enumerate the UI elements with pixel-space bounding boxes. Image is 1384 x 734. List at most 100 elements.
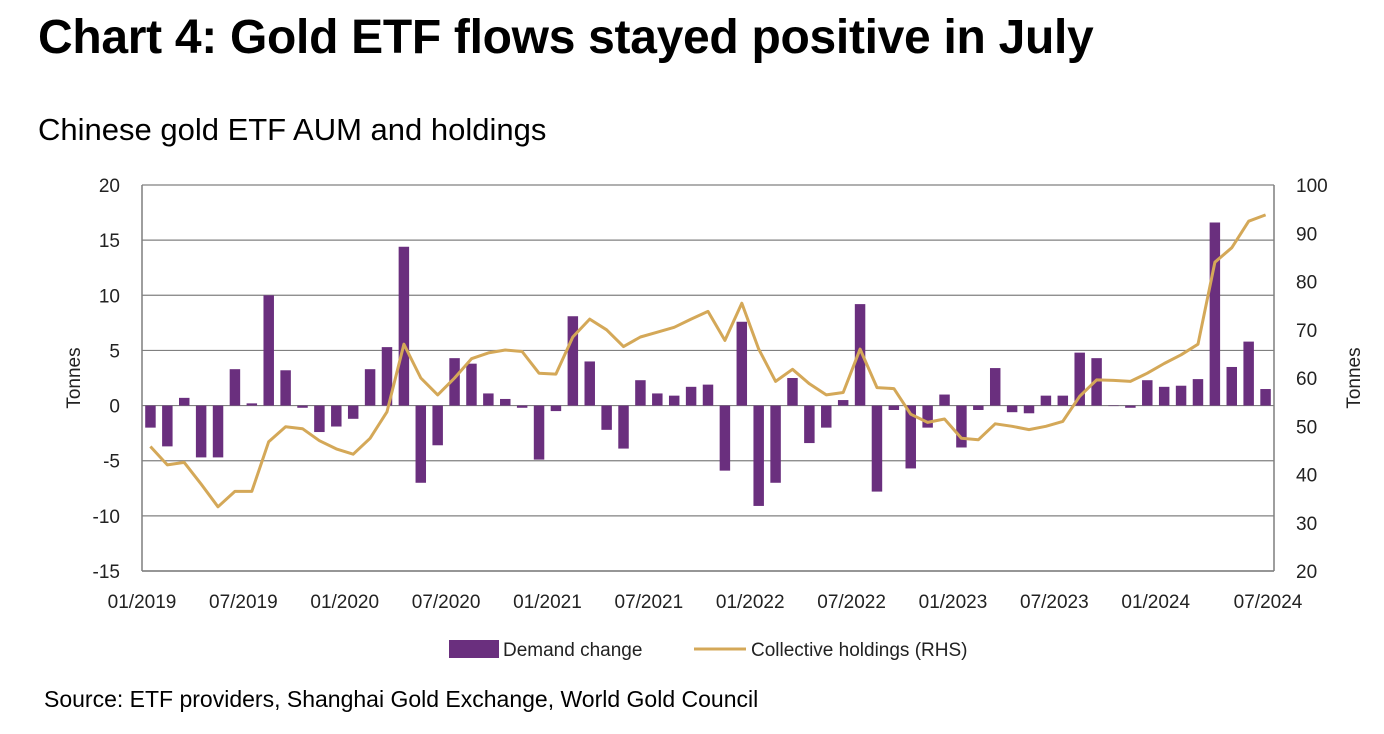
bar — [1175, 385, 1187, 406]
y-tick-label-right: 40 — [1296, 466, 1317, 487]
y-axis-title-left: Tonnes — [64, 347, 85, 408]
y-tick-label-right: 80 — [1296, 273, 1317, 294]
bar — [1158, 386, 1170, 406]
x-tick-label: 01/2024 — [1121, 592, 1190, 613]
bar — [1006, 405, 1018, 413]
x-tick-label: 01/2020 — [310, 592, 379, 613]
y-tick-label-left: -15 — [93, 562, 120, 583]
bar — [516, 405, 528, 408]
bar — [314, 405, 325, 433]
bar — [398, 246, 410, 406]
gridlines — [142, 184, 1274, 572]
bar — [601, 405, 612, 430]
y-tick-label-right: 60 — [1296, 369, 1317, 390]
bar-series — [145, 222, 1271, 506]
bar — [1023, 405, 1035, 414]
y-tick-label-left: 10 — [99, 286, 120, 307]
bar — [1192, 379, 1204, 406]
source-note: Source: ETF providers, Shanghai Gold Exc… — [44, 686, 759, 712]
y-tick-label-left: 0 — [109, 397, 120, 418]
x-tick-label: 01/2023 — [919, 592, 988, 613]
y-tick-label-right: 100 — [1296, 176, 1328, 197]
bar — [500, 398, 511, 406]
y-tick-label-left: -5 — [103, 452, 120, 473]
y-tick-label-right: 30 — [1296, 514, 1317, 535]
bar — [449, 358, 460, 406]
chart-subtitle: Chinese gold ETF AUM and holdings — [38, 112, 547, 147]
tick-labels: 20151050-5-10-15100908070605040302001/20… — [93, 176, 1328, 613]
bar — [347, 405, 359, 419]
y-tick-label-right: 20 — [1296, 562, 1317, 583]
bar — [854, 304, 866, 406]
bar — [1057, 395, 1069, 406]
bar — [1243, 341, 1254, 406]
bar — [1226, 366, 1237, 406]
y-tick-label-left: 15 — [99, 231, 120, 252]
x-tick-label: 07/2022 — [817, 592, 886, 613]
bar — [145, 405, 156, 428]
bar — [905, 405, 916, 469]
bar — [466, 363, 477, 406]
bar — [668, 395, 680, 406]
y-tick-label-right: 70 — [1296, 321, 1317, 342]
bar — [381, 347, 393, 406]
bar — [280, 370, 291, 406]
bar — [432, 405, 443, 446]
x-tick-label: 07/2019 — [209, 592, 278, 613]
bar — [1125, 405, 1136, 408]
bar — [956, 405, 967, 448]
bar — [483, 393, 494, 406]
y-axis-title-right: Tonnes — [1344, 347, 1365, 408]
bar — [719, 405, 731, 471]
legend: Demand change Collective holdings (RHS) — [449, 640, 967, 661]
axes — [141, 185, 1275, 572]
bar — [787, 378, 798, 406]
bar — [1260, 389, 1271, 406]
bar — [195, 405, 207, 458]
x-tick-label: 07/2021 — [615, 592, 684, 613]
bar — [652, 393, 663, 406]
y-tick-label-right: 50 — [1296, 417, 1317, 438]
bar — [702, 384, 714, 406]
bar — [804, 405, 815, 444]
bar — [618, 405, 629, 449]
bar — [685, 386, 697, 406]
bar — [567, 316, 579, 406]
bar — [550, 405, 562, 412]
x-tick-label: 01/2022 — [716, 592, 785, 613]
bar — [533, 405, 545, 460]
bar — [1209, 222, 1221, 406]
bar — [753, 405, 764, 506]
legend-swatch-demand — [449, 640, 499, 658]
bar — [939, 394, 950, 406]
bar — [736, 321, 748, 406]
bar — [973, 405, 984, 410]
bar — [212, 405, 224, 458]
bar — [297, 405, 308, 408]
chart-title: Chart 4: Gold ETF flows stayed positive … — [38, 11, 1094, 64]
bar — [837, 400, 849, 406]
bar — [246, 403, 258, 406]
x-tick-label: 01/2021 — [513, 592, 582, 613]
bar — [821, 405, 832, 428]
y-tick-label-left: 20 — [99, 176, 120, 197]
bar — [415, 405, 427, 483]
bar — [263, 295, 274, 406]
x-tick-label: 01/2019 — [108, 592, 177, 613]
legend-label-demand: Demand change — [503, 640, 642, 661]
y-tick-label-left: -10 — [93, 507, 120, 528]
y-tick-label-left: 5 — [109, 341, 120, 362]
bar — [229, 369, 241, 406]
bar — [989, 368, 1001, 406]
bar — [584, 361, 595, 406]
bar — [770, 405, 781, 483]
x-tick-label: 07/2020 — [412, 592, 481, 613]
line-series — [149, 213, 1267, 509]
x-tick-label: 07/2023 — [1020, 592, 1089, 613]
legend-label-holdings: Collective holdings (RHS) — [751, 640, 967, 661]
bar — [635, 380, 646, 406]
bar — [162, 405, 173, 447]
bar — [364, 369, 376, 406]
bar — [871, 405, 883, 492]
